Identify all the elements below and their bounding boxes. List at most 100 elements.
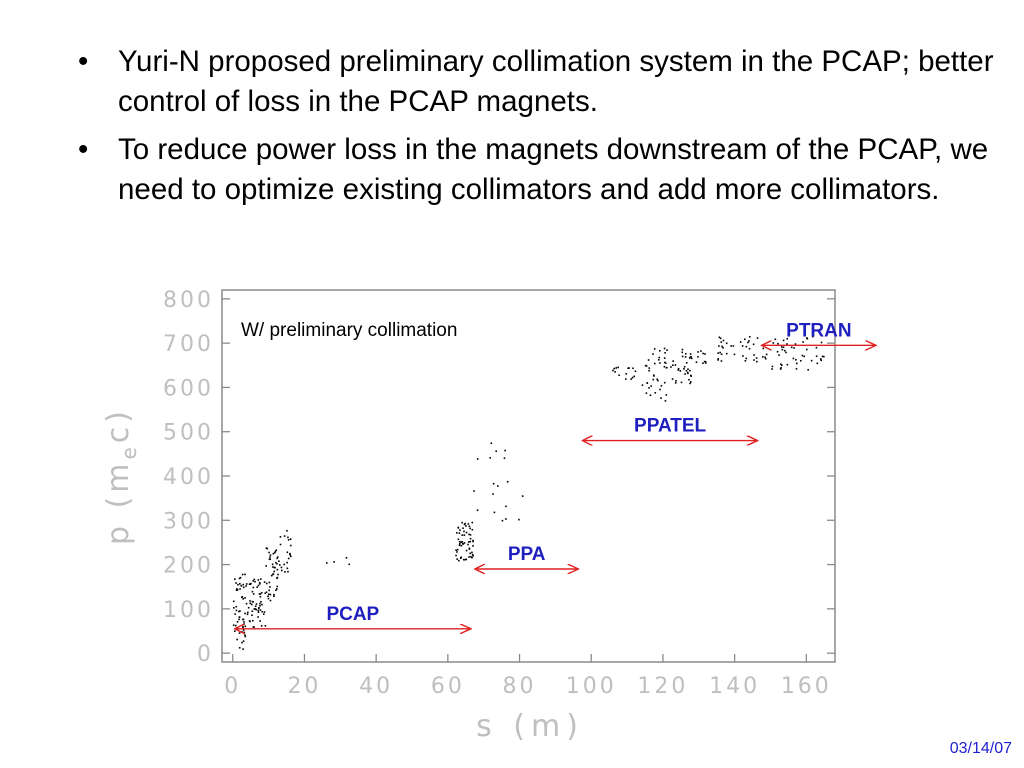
data-point (247, 611, 249, 614)
data-point (702, 362, 704, 364)
data-point (276, 562, 278, 565)
data-point (472, 539, 474, 542)
data-point (720, 353, 723, 356)
data-point (674, 364, 677, 366)
data-point (260, 591, 263, 594)
data-point (681, 348, 684, 351)
data-point (253, 578, 256, 581)
data-point (235, 624, 237, 627)
data-point (289, 544, 292, 547)
y-tick-label: 500 (163, 421, 214, 446)
data-point (264, 592, 267, 595)
data-point (257, 611, 260, 613)
data-point (290, 555, 292, 558)
data-point (456, 551, 458, 553)
data-point (325, 562, 328, 564)
data-point (785, 351, 787, 354)
data-point (261, 603, 263, 606)
data-point (625, 378, 627, 380)
data-point (238, 632, 241, 634)
data-point (461, 541, 464, 543)
data-point (244, 635, 247, 638)
data-point (689, 369, 691, 372)
data-point (803, 355, 806, 358)
data-point (753, 359, 755, 361)
data-point (670, 366, 672, 368)
data-point (506, 480, 509, 483)
data-point (801, 354, 804, 357)
data-point (781, 348, 784, 351)
data-point (700, 350, 702, 352)
data-point (718, 336, 721, 339)
data-point (704, 361, 707, 363)
data-point (283, 563, 286, 566)
data-point (492, 493, 494, 495)
data-point (821, 355, 824, 358)
data-point (631, 376, 634, 379)
data-point (468, 556, 470, 558)
data-point (771, 365, 774, 368)
data-point (273, 570, 276, 573)
data-point (458, 559, 460, 562)
data-point (730, 345, 732, 347)
data-point (270, 574, 273, 577)
data-point (747, 341, 749, 344)
data-point (269, 556, 271, 558)
data-point (471, 521, 474, 524)
bullet-item: • Yuri-N proposed preliminary collimatio… (78, 42, 998, 122)
data-point (244, 612, 246, 615)
data-point (666, 366, 668, 369)
data-point (659, 362, 661, 364)
data-point (776, 350, 779, 353)
data-point (456, 558, 458, 560)
data-point (495, 450, 498, 452)
data-point (465, 549, 468, 552)
data-point (690, 355, 692, 358)
data-point (275, 588, 278, 590)
data-point (489, 457, 492, 459)
data-point (648, 367, 651, 369)
data-point (254, 605, 257, 608)
data-point (251, 619, 254, 622)
data-point (236, 620, 239, 623)
data-point (263, 611, 266, 613)
data-point (720, 360, 723, 362)
data-point (238, 577, 241, 580)
data-point (458, 532, 461, 534)
data-point (273, 593, 275, 596)
data-point (720, 341, 723, 343)
data-point (464, 558, 467, 561)
data-point (684, 373, 686, 375)
data-point (521, 495, 524, 497)
data-point (233, 607, 235, 609)
data-point (269, 593, 272, 596)
data-point (778, 354, 780, 356)
data-point (238, 646, 241, 649)
data-point (238, 618, 240, 621)
data-point (265, 547, 268, 549)
data-point (505, 505, 507, 508)
data-point (765, 353, 768, 356)
data-point (236, 638, 238, 641)
data-point (242, 583, 245, 586)
data-point (792, 357, 795, 360)
data-point (632, 367, 634, 370)
data-point (274, 550, 277, 553)
data-point (286, 529, 288, 532)
data-point (245, 585, 247, 587)
data-point (256, 586, 258, 588)
data-point (259, 605, 261, 607)
data-point (244, 634, 246, 636)
data-point (687, 372, 689, 375)
y-tick-label: 100 (163, 598, 214, 623)
data-point (461, 534, 464, 536)
bullet-marker: • (78, 133, 89, 166)
data-point (276, 557, 279, 560)
data-point (240, 584, 243, 587)
data-point (505, 518, 507, 520)
data-point (261, 610, 264, 613)
data-point (287, 536, 289, 539)
data-point (268, 551, 270, 554)
region-label: PPATEL (634, 416, 707, 437)
data-point (496, 485, 499, 487)
